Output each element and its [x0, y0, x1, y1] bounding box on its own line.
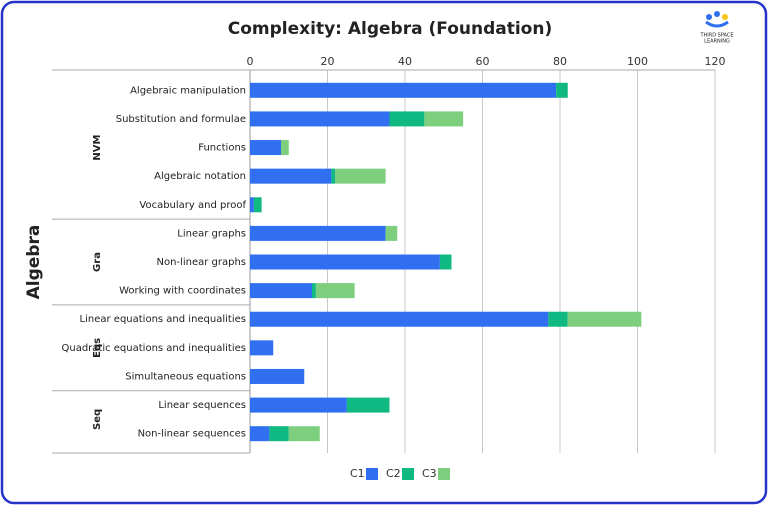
- legend-swatch: [438, 468, 450, 480]
- logo-smile: [705, 20, 729, 28]
- bar-segment: [389, 111, 425, 127]
- bar-segment: [250, 340, 274, 356]
- bar-segment: [250, 311, 549, 327]
- category-label: Linear equations and inequalities: [80, 314, 246, 325]
- logo-dot: [706, 14, 712, 20]
- bar-segment: [250, 197, 254, 213]
- bar-segment: [253, 197, 262, 213]
- category-label: Working with coordinates: [119, 286, 246, 297]
- bar-segment: [548, 311, 568, 327]
- category-label: Algebraic notation: [154, 171, 246, 182]
- y-axis-label: Algebra: [24, 225, 44, 300]
- bar-segment: [250, 368, 305, 384]
- chart-title: Complexity: Algebra (Foundation): [228, 19, 552, 39]
- x-tick-label: 20: [321, 55, 335, 68]
- bar-segment: [288, 426, 320, 442]
- category-label: Linear graphs: [177, 228, 246, 239]
- legend-label: C2: [386, 467, 401, 480]
- bar-segment: [556, 82, 568, 98]
- category-label: Vocabulary and proof: [139, 200, 246, 211]
- logo-text: THIRD SPACE: [699, 33, 733, 39]
- group-label: NVM: [92, 134, 103, 160]
- bar-segment: [346, 397, 390, 413]
- legend-swatch: [366, 468, 378, 480]
- x-tick-label: 0: [247, 55, 254, 68]
- bar-segment: [250, 225, 386, 241]
- bar-segment: [250, 426, 270, 442]
- legend-label: C1: [350, 467, 365, 480]
- x-tick-label: 120: [705, 55, 726, 68]
- group-label: Eqs: [92, 338, 103, 358]
- legend-label: C3: [422, 467, 437, 480]
- x-tick-label: 100: [627, 55, 648, 68]
- x-tick-label: 80: [553, 55, 567, 68]
- bar-segment: [439, 254, 452, 270]
- bar-segment: [250, 168, 332, 184]
- bar-segment: [250, 82, 557, 98]
- bar-segment: [335, 168, 386, 184]
- bar-segment: [250, 111, 390, 127]
- category-label: Simultaneous equations: [125, 371, 246, 382]
- bar-segment: [269, 426, 289, 442]
- group-label: Seq: [92, 409, 103, 430]
- bar-segment: [385, 225, 398, 241]
- category-label: Algebraic manipulation: [130, 85, 246, 96]
- bar-segment: [281, 140, 289, 156]
- bar-segment: [250, 397, 347, 413]
- x-tick-label: 40: [398, 55, 412, 68]
- legend-swatch: [402, 468, 414, 480]
- bar-segment: [567, 311, 642, 327]
- bar-segment: [250, 254, 440, 270]
- logo: THIRD SPACE LEARNING: [699, 11, 734, 45]
- category-label: Functions: [198, 143, 246, 154]
- logo-dot: [714, 11, 720, 17]
- category-label: Quadratic equations and inequalities: [61, 343, 246, 354]
- category-label: Linear sequences: [158, 400, 246, 411]
- bar-segment: [250, 283, 312, 299]
- bar-segment: [424, 111, 464, 127]
- category-label: Non-linear sequences: [138, 429, 246, 440]
- logo-dot: [722, 14, 728, 20]
- group-label: Gra: [92, 252, 103, 272]
- bar-segment: [315, 283, 355, 299]
- x-tick-label: 60: [476, 55, 490, 68]
- bar-segment: [331, 168, 336, 184]
- category-label: Non-linear graphs: [157, 257, 247, 268]
- bar-segment: [250, 140, 281, 156]
- bar-segment: [312, 283, 316, 299]
- logo-text: LEARNING: [704, 39, 730, 45]
- category-label: Substitution and formulae: [116, 114, 246, 125]
